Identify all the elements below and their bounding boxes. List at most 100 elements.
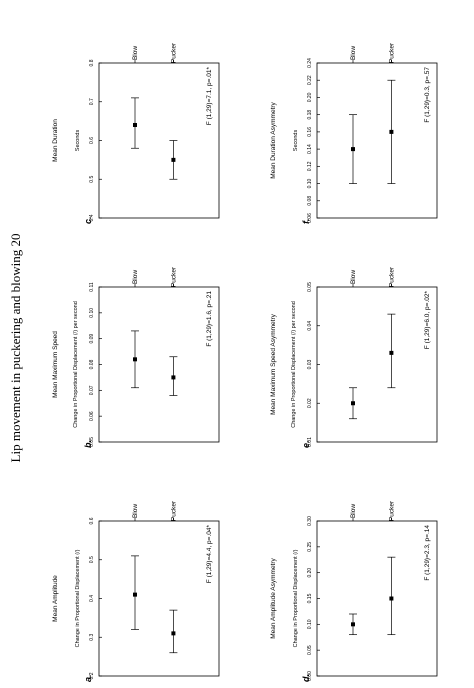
category-label: Blow	[132, 504, 139, 518]
category-label: Blow	[132, 270, 139, 284]
y-tick-label: 0.10	[307, 619, 313, 629]
mean-point	[171, 375, 176, 380]
panel-letter: e.	[301, 440, 311, 448]
panel-title: Mean Maximum Speed	[52, 331, 59, 398]
y-tick-label: 0.11	[89, 282, 95, 292]
category-label: Blow	[350, 270, 357, 284]
y-tick-label: 0.25	[307, 542, 313, 552]
panel-letter: a.	[83, 674, 93, 682]
category-label: Pucker	[388, 266, 395, 287]
y-tick-label: 0.06	[307, 213, 313, 223]
mean-point	[133, 592, 137, 597]
chart-panel-4: 0.00 0.05 0.10 0.15 0.20 0.25 0.30 d. Change in …	[270, 500, 438, 682]
mean-point	[171, 157, 176, 162]
y-tick-label: 0.04	[307, 321, 313, 331]
page-title: Lip movement in puckering and blowing 20	[8, 234, 23, 463]
y-tick-label: 0.10	[307, 178, 313, 188]
y-tick-label: 0.14	[307, 144, 313, 154]
y-tick-label: 0.15	[307, 593, 313, 603]
y-tick-label: 0.5	[89, 556, 95, 563]
category-label: Pucker	[170, 500, 177, 521]
mean-point	[351, 401, 355, 406]
plot-frame	[316, 286, 438, 443]
plot-frame	[316, 520, 438, 677]
category-label: Pucker	[170, 42, 177, 63]
category-label: Blow	[132, 46, 139, 60]
y-axis-label: Change in Proportional Displacement (/) …	[291, 301, 297, 428]
y-tick-label: 0.02	[307, 398, 313, 408]
stat-annotation: F (1,29)=1.6, p=.21	[206, 291, 213, 347]
mean-point	[171, 631, 176, 636]
mean-point	[389, 129, 394, 134]
category-label: Blow	[350, 46, 357, 60]
y-tick-label: 0.05	[307, 282, 313, 292]
y-tick-label: 0.2	[89, 672, 95, 679]
y-tick-label: 0.8	[89, 59, 95, 66]
y-axis-label: Change in Proportional Displacement (/) …	[73, 301, 79, 428]
y-tick-label: 0.18	[307, 110, 313, 120]
y-axis-label: Seconds	[293, 130, 299, 152]
panel-letter: f.	[301, 219, 311, 225]
panel-title: Mean Amplitude Asymmetry	[270, 557, 277, 638]
stat-annotation: F (1,29)=7.1, p=.01*	[206, 67, 213, 126]
y-tick-label: 0.10	[89, 308, 95, 318]
chart-panel-2: 0.05 0.06 0.07 0.08 0.09 0.10 0.11 b. Change in …	[52, 266, 220, 448]
y-tick-label: 0.08	[89, 359, 95, 369]
y-tick-label: 0.08	[307, 196, 313, 206]
y-tick-label: 0.7	[89, 98, 95, 105]
category-label: Pucker	[388, 42, 395, 63]
y-tick-label: 0.20	[307, 568, 313, 578]
panel-letter: b.	[83, 440, 93, 448]
y-tick-label: 0.4	[89, 214, 95, 221]
chart-panels: 0.2 0.3 0.4 0.5 0.6 a. Change in Proportional …	[52, 42, 438, 682]
y-axis-label: Seconds	[75, 130, 81, 152]
plot-frame	[98, 62, 220, 219]
stat-annotation: F (1,29)=0.3, p=.57	[424, 67, 431, 123]
mean-point	[133, 357, 137, 362]
category-label: Pucker	[388, 500, 395, 521]
y-tick-label: 0.06	[89, 411, 95, 421]
mean-point	[389, 350, 394, 355]
y-tick-label: 0.16	[307, 127, 313, 137]
panel-letter: c.	[83, 216, 93, 224]
y-tick-label: 0.6	[89, 517, 95, 524]
y-tick-label: 0.6	[89, 137, 95, 144]
y-tick-label: 0.05	[89, 437, 95, 447]
y-tick-label: 0.22	[307, 75, 313, 85]
panel-title: Mean Amplitude	[52, 575, 59, 622]
plot-frame	[316, 62, 438, 219]
y-tick-label: 0.00	[307, 671, 313, 681]
y-tick-label: 0.20	[307, 92, 313, 102]
y-tick-label: 0.24	[307, 58, 313, 68]
y-tick-label: 0.12	[307, 161, 313, 171]
panel-title: Mean Duration Asymmetry	[270, 101, 277, 178]
panel-title: Mean Maximum Speed Asymmetry	[270, 313, 277, 415]
mean-point	[389, 596, 394, 601]
panel-letter: d.	[301, 674, 311, 682]
mean-point	[351, 622, 355, 627]
y-tick-label: 0.01	[307, 437, 313, 447]
y-tick-label: 0.3	[89, 634, 95, 641]
plot-frame	[98, 286, 220, 443]
y-tick-label: 0.03	[307, 359, 313, 369]
category-label: Blow	[350, 504, 357, 518]
y-tick-label: 0.5	[89, 176, 95, 183]
chart-panel-5: 0.01 0.02 0.03 0.04 0.05 e. Change in Proporti…	[270, 266, 438, 448]
plot-frame	[98, 520, 220, 677]
stat-annotation: F (1,29)=4.4, p=.04*	[206, 525, 213, 584]
stat-annotation: F (1,29)=6.0, p=.02*	[424, 291, 431, 350]
y-tick-label: 0.30	[307, 516, 313, 526]
y-tick-label: 0.09	[89, 334, 95, 344]
y-tick-label: 0.4	[89, 595, 95, 602]
y-tick-label: 0.05	[307, 645, 313, 655]
y-axis-label: Change in Proportional Displacement (/)	[75, 549, 81, 647]
y-axis-label: Change in Proportional Displacement (/)	[293, 549, 299, 647]
chart-panel-1: 0.2 0.3 0.4 0.5 0.6 a. Change in Proportional …	[52, 500, 220, 682]
chart-panel-3: 0.4 0.5 0.6 0.7 0.8 c. Seconds Pucker Blow F (1,2…	[52, 42, 220, 224]
stat-annotation: F (1,29)=2.3, p=.14	[424, 525, 431, 581]
mean-point	[351, 147, 355, 152]
y-tick-label: 0.07	[89, 385, 95, 395]
mean-point	[133, 123, 137, 127]
panel-title: Mean Duration	[52, 119, 59, 162]
